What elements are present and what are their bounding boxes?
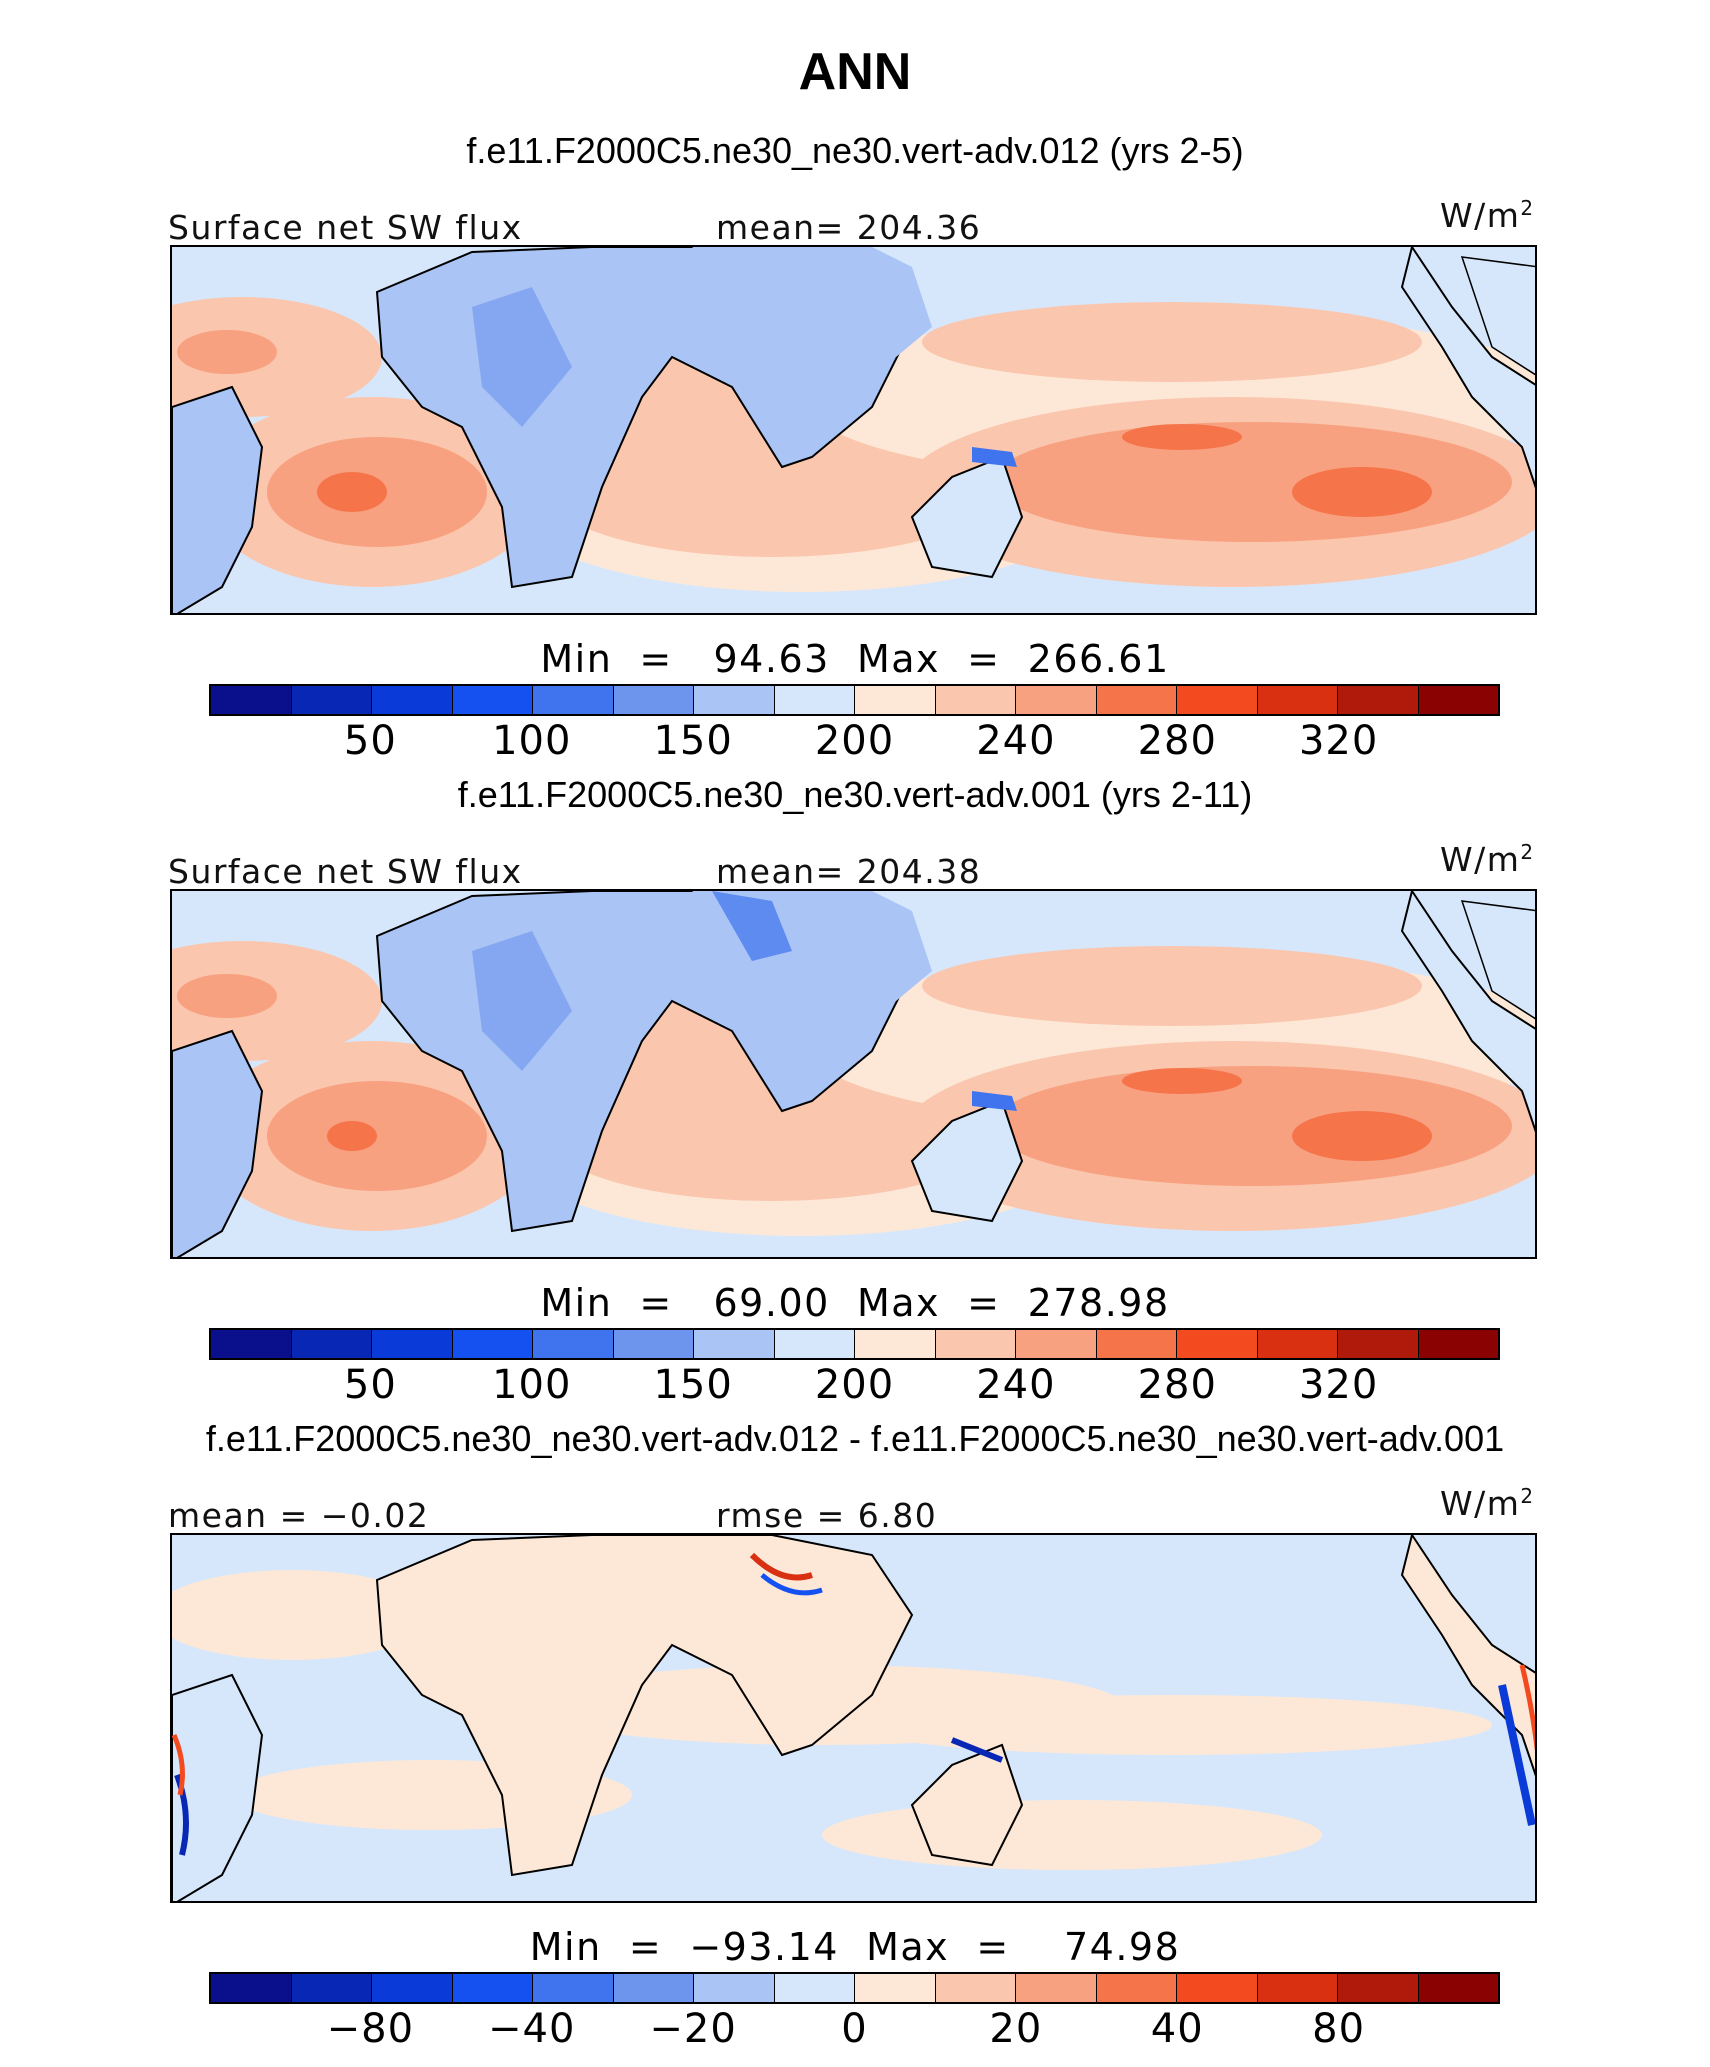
panel-2-colorbar-ticks: 50 100 150 200 240 280 320 bbox=[209, 1362, 1500, 1408]
colorbar-tick-label: 200 bbox=[814, 718, 895, 764]
panel-3-colorbar-ticks: −80 −40 −20 0 20 40 80 bbox=[209, 2006, 1500, 2052]
colorbar-swatch bbox=[291, 1330, 372, 1358]
colorbar-swatch bbox=[774, 686, 855, 714]
colorbar-swatch bbox=[1257, 1974, 1338, 2002]
colorbar-swatch bbox=[1096, 1330, 1177, 1358]
colorbar-swatch bbox=[774, 1974, 855, 2002]
colorbar-tick-label: 40 bbox=[1150, 2006, 1204, 2052]
colorbar-swatch bbox=[1338, 686, 1419, 714]
colorbar-swatch bbox=[935, 1974, 1016, 2002]
colorbar-tick-label: −40 bbox=[488, 2006, 576, 2052]
colorbar-swatch bbox=[613, 1330, 694, 1358]
colorbar-swatch bbox=[452, 1974, 533, 2002]
colorbar-tick-label: 320 bbox=[1298, 1362, 1379, 1408]
colorbar-swatch bbox=[774, 1330, 855, 1358]
panel-2-minmax: Min = 69.00 Max = 278.98 bbox=[540, 1281, 1170, 1325]
colorbar-swatch bbox=[211, 686, 292, 714]
colorbar-swatch bbox=[372, 1974, 453, 2002]
colorbar-tick-label: −20 bbox=[649, 2006, 737, 2052]
panel-1-title: f.e11.F2000C5.ne30_ne30.vert-adv.012 (yr… bbox=[466, 130, 1244, 171]
colorbar-tick-label: 240 bbox=[976, 718, 1056, 764]
colorbar-tick-label: 80 bbox=[1312, 2006, 1366, 2052]
colorbar-swatch bbox=[452, 686, 533, 714]
panel-2-mean-label: mean= 204.38 bbox=[716, 852, 982, 891]
colorbar-tick-label: 150 bbox=[653, 718, 733, 764]
colorbar-swatch bbox=[1177, 686, 1258, 714]
colorbar-swatch bbox=[372, 1330, 453, 1358]
panel-3-title: f.e11.F2000C5.ne30_ne30.vert-adv.012 - f… bbox=[205, 1418, 1505, 1459]
panel-3-map-svg bbox=[172, 1535, 1535, 1901]
panel-2-title: f.e11.F2000C5.ne30_ne30.vert-adv.001 (yr… bbox=[457, 774, 1253, 815]
colorbar-swatch bbox=[291, 686, 372, 714]
colorbar-swatch bbox=[1338, 1330, 1419, 1358]
colorbar-swatch bbox=[694, 686, 775, 714]
panel-2-map bbox=[170, 889, 1537, 1259]
panel-3-minmax: Min = −93.14 Max = 74.98 bbox=[529, 1925, 1181, 1969]
colorbar-swatch bbox=[291, 1974, 372, 2002]
colorbar-swatch bbox=[372, 686, 453, 714]
colorbar-swatch bbox=[855, 1330, 936, 1358]
panel-3-colorbar bbox=[209, 1972, 1500, 2004]
colorbar-tick-label: −80 bbox=[326, 2006, 415, 2052]
colorbar-tick-label: 150 bbox=[653, 1362, 733, 1408]
colorbar-swatch bbox=[935, 1330, 1016, 1358]
colorbar-tick-label: 200 bbox=[814, 1362, 895, 1408]
colorbar-swatch bbox=[1418, 1330, 1498, 1358]
colorbar-swatch bbox=[694, 1330, 775, 1358]
colorbar-swatch bbox=[1096, 1974, 1177, 2002]
colorbar-swatch bbox=[613, 1974, 694, 2002]
panel-1-minmax: Min = 94.63 Max = 266.61 bbox=[540, 637, 1170, 681]
panel-1-units-label: W/m2 bbox=[1440, 196, 1535, 235]
colorbar-swatch bbox=[935, 686, 1016, 714]
colorbar-tick-label: 240 bbox=[976, 1362, 1056, 1408]
colorbar-swatch bbox=[1257, 686, 1338, 714]
panel-2-map-svg bbox=[172, 891, 1535, 1257]
panel-3-map bbox=[170, 1533, 1537, 1903]
colorbar-swatch bbox=[211, 1330, 292, 1358]
panel-2-units-label: W/m2 bbox=[1440, 840, 1535, 879]
colorbar-swatch bbox=[1257, 1330, 1338, 1358]
figure-title: ANN bbox=[798, 43, 912, 101]
colorbar-swatch bbox=[533, 1974, 614, 2002]
colorbar-swatch bbox=[452, 1330, 533, 1358]
colorbar-swatch bbox=[1016, 686, 1097, 714]
panel-3-units-label: W/m2 bbox=[1440, 1484, 1535, 1523]
colorbar-swatch bbox=[211, 1974, 292, 2002]
panel-1-mean-label: mean= 204.36 bbox=[716, 208, 982, 247]
colorbar-swatch bbox=[694, 1974, 775, 2002]
panel-1-map-svg bbox=[172, 247, 1535, 613]
colorbar-swatch bbox=[1338, 1974, 1419, 2002]
colorbar-swatch bbox=[855, 1974, 936, 2002]
colorbar-swatch bbox=[1177, 1974, 1258, 2002]
colorbar-swatch bbox=[533, 686, 614, 714]
panel-1-colorbar bbox=[209, 684, 1500, 716]
panel-3-rmse-label: rmse = 6.80 bbox=[716, 1496, 938, 1535]
colorbar-tick-label: 280 bbox=[1137, 718, 1217, 764]
colorbar-swatch bbox=[1418, 686, 1498, 714]
colorbar-tick-label: 320 bbox=[1298, 718, 1379, 764]
colorbar-swatch bbox=[1016, 1330, 1097, 1358]
colorbar-swatch bbox=[855, 686, 936, 714]
colorbar-swatch bbox=[1016, 1974, 1097, 2002]
colorbar-tick-label: 280 bbox=[1137, 1362, 1217, 1408]
colorbar-swatch bbox=[1418, 1974, 1498, 2002]
colorbar-swatch bbox=[1096, 686, 1177, 714]
panel-2-colorbar bbox=[209, 1328, 1500, 1360]
panel-1-map bbox=[170, 245, 1537, 615]
colorbar-swatch bbox=[533, 1330, 614, 1358]
panel-2-variable-label: Surface net SW flux bbox=[168, 852, 523, 891]
colorbar-swatch bbox=[1177, 1330, 1258, 1358]
colorbar-tick-label: 20 bbox=[989, 2006, 1043, 2052]
panel-3-mean-label: mean = −0.02 bbox=[168, 1496, 430, 1535]
colorbar-tick-label: 100 bbox=[492, 718, 572, 764]
colorbar-tick-label: 100 bbox=[492, 1362, 572, 1408]
colorbar-tick-label: 0 bbox=[841, 2006, 868, 2052]
colorbar-tick-label: 50 bbox=[343, 1362, 397, 1408]
colorbar-tick-label: 50 bbox=[343, 718, 397, 764]
panel-1-colorbar-ticks: 50 100 150 200 240 280 320 bbox=[209, 718, 1500, 764]
colorbar-swatch bbox=[613, 686, 694, 714]
panel-1-variable-label: Surface net SW flux bbox=[168, 208, 523, 247]
